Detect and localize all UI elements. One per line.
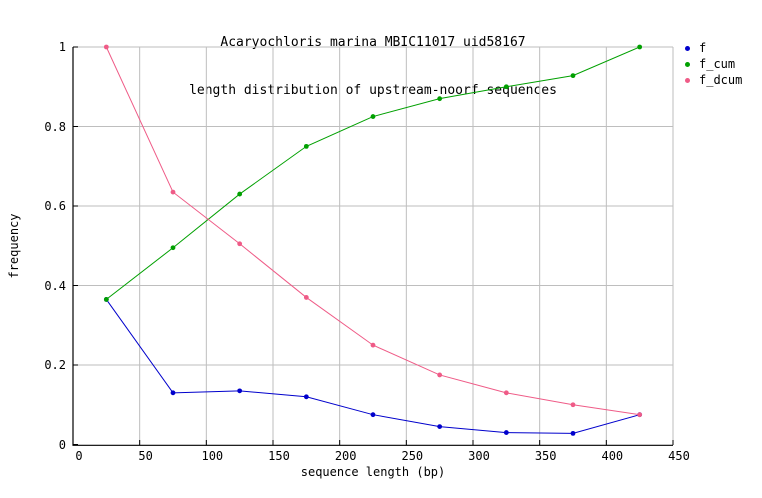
legend-item-f_cum: f_cum	[681, 56, 742, 72]
y-tick-label: 0.6	[44, 199, 66, 213]
y-tick-label: 0	[58, 437, 66, 452]
series-f_cum-point	[637, 44, 643, 50]
series-f_cum-point	[370, 114, 376, 119]
x-tick-label: 400	[601, 449, 624, 463]
series-f_dcum-point	[170, 189, 176, 195]
series-f_dcum-line	[105, 46, 640, 416]
x-tick-label: 50	[138, 449, 153, 463]
series-f-point	[570, 430, 576, 436]
series-f-point	[370, 412, 376, 418]
legend: f f_cum f_dcum	[681, 40, 742, 88]
x-tick-label: 350	[534, 449, 557, 463]
series-f-point	[503, 430, 509, 435]
legend-label: f_dcum	[699, 73, 743, 87]
y-tick-label: 0.8	[44, 119, 66, 134]
x-tick-label: 300	[468, 449, 490, 463]
series-f_cum-point	[570, 73, 576, 79]
series-f_cum-point	[103, 297, 109, 302]
legend-marker-icon	[685, 61, 690, 67]
legend-label: f_cum	[699, 57, 736, 71]
series-f-point	[237, 388, 243, 394]
legend-marker-icon	[685, 45, 690, 51]
series-f_cum-line	[106, 46, 640, 300]
x-tick-label: 200	[334, 449, 357, 463]
x-axis-label: sequence length (bp)	[300, 465, 446, 479]
x-tick-label: 450	[668, 449, 690, 463]
series-f_dcum-point	[437, 372, 443, 378]
series-f_cum-point	[170, 245, 176, 251]
legend-item-f_dcum: f_dcum	[681, 72, 742, 88]
series-f_cum-point	[503, 84, 509, 90]
series-f-point	[303, 394, 309, 400]
x-tick-label: 150	[268, 449, 290, 463]
series-f_cum-point	[437, 96, 443, 102]
series-f-point	[437, 424, 443, 430]
x-tick-label: 100	[201, 449, 224, 463]
series-f-point	[170, 390, 176, 396]
series-f_cum-point	[237, 191, 243, 197]
series-f_dcum-point	[637, 412, 643, 418]
legend-marker-icon	[685, 77, 690, 83]
y-tick-label: 1	[58, 40, 66, 54]
y-tick-label: 0.2	[44, 358, 66, 372]
series-f_dcum-point	[570, 402, 576, 408]
series-f_dcum-point	[237, 241, 243, 247]
x-tick-label: 250	[401, 449, 424, 463]
series-f_dcum-point	[303, 295, 309, 300]
x-tick-label: 0	[75, 449, 83, 463]
legend-item-f: f	[681, 40, 742, 56]
series-f_dcum-point	[103, 44, 109, 50]
y-tick-label: 0.4	[44, 278, 66, 293]
series-f_dcum-point	[370, 342, 376, 348]
chart-title-line1: Acaryochloris marina MBIC11017 uid58167	[220, 35, 526, 50]
legend-label: f	[699, 41, 707, 55]
series-f_cum-point	[303, 143, 309, 149]
series-f_dcum-point	[503, 390, 509, 396]
